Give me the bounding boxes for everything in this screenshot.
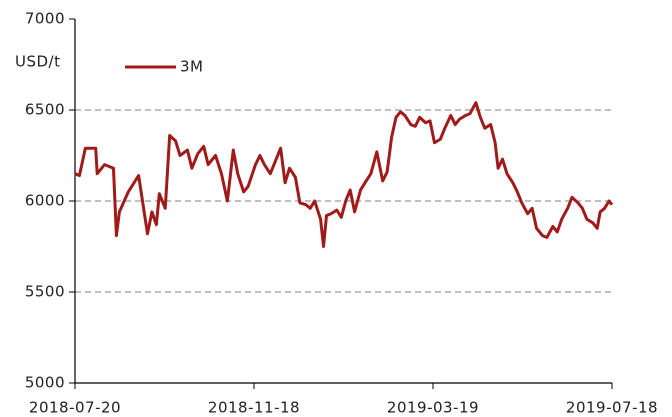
y-tick-label: 7000 [25,10,65,28]
y-tick-label: 6500 [25,101,65,119]
y-tick-label: 5500 [25,283,65,301]
x-tick-label: 2018-07-20 [29,399,121,417]
data-line [74,101,614,248]
y-tick-label: 6000 [25,192,65,210]
x-tick-label: 2019-03-19 [387,399,479,417]
y-axis-label: USD/t [15,53,61,71]
legend-label: 3M [180,58,204,76]
y-tick-label: 5000 [25,374,65,392]
x-tick-label: 2018-11-18 [208,399,300,417]
x-tick-label: 2019-07-18 [566,399,658,417]
